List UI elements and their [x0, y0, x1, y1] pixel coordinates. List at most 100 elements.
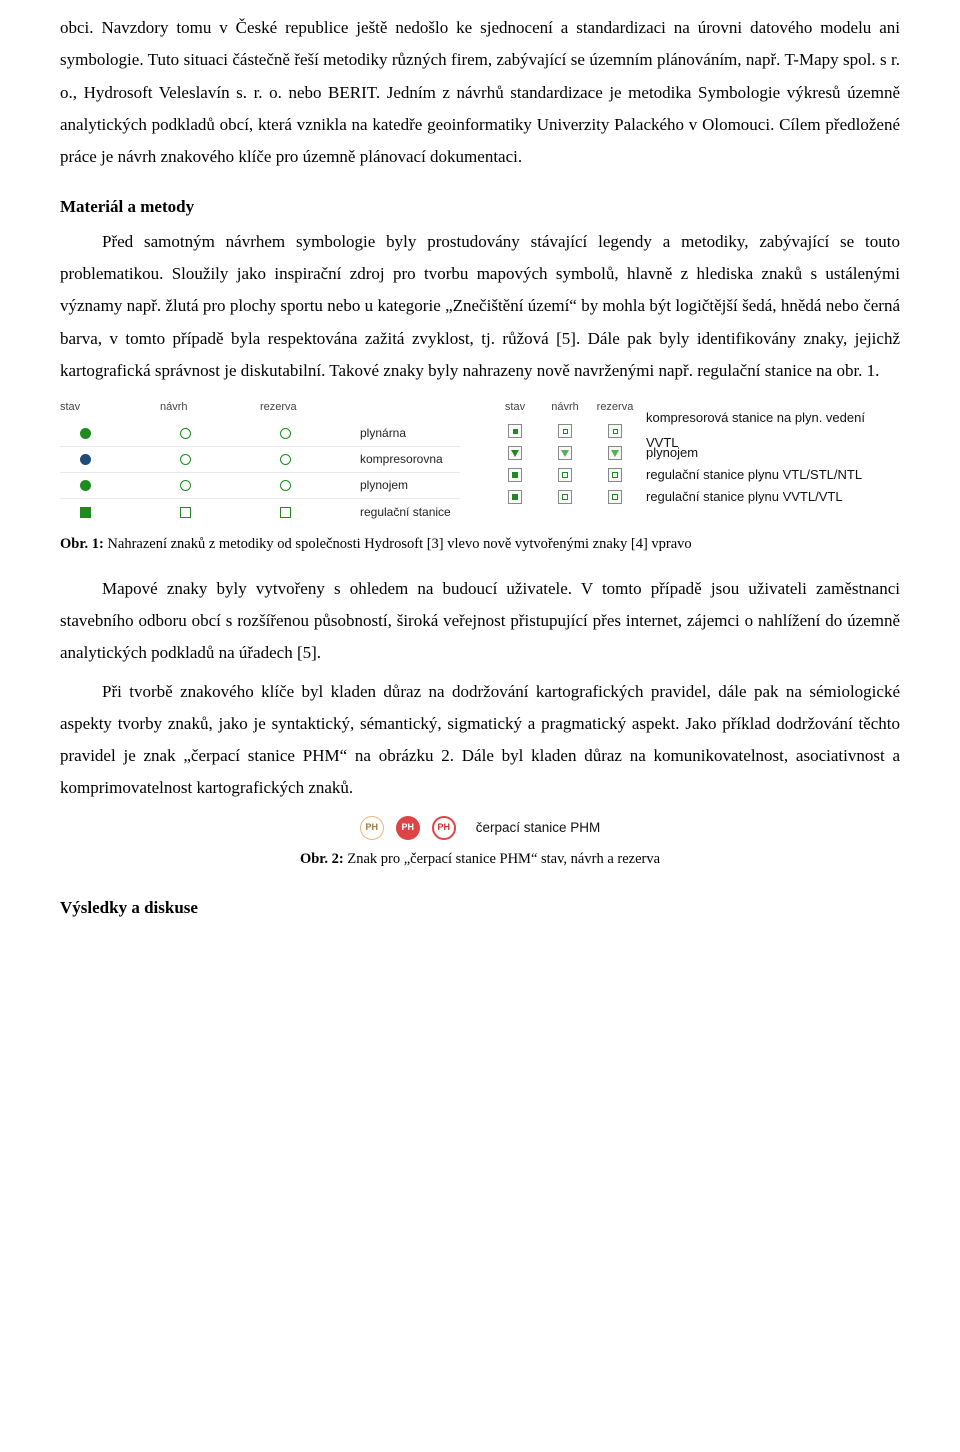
square-fill-icon: [80, 507, 91, 518]
fig1-right-header: rezerva: [590, 397, 640, 420]
sq-g-pale-icon: [612, 472, 618, 478]
fig1-left-symbol-cell: [60, 454, 160, 465]
legend-box-icon: [608, 446, 622, 460]
paragraph-intro: obci. Navzdory tomu v České republice je…: [60, 12, 900, 173]
figure-1: stavnávrhrezerva plynárnakompresorovnapl…: [60, 397, 900, 525]
legend-box-icon: [558, 424, 572, 438]
fig1-left-symbol-cell: [260, 428, 360, 439]
figure-2-caption-text: Znak pro „čerpací stanice PHM“ stav, náv…: [347, 851, 660, 867]
figure-2-label: čerpací stanice PHM: [476, 815, 601, 841]
fig1-right-symbol-cell: [540, 468, 590, 482]
dot-g-open-icon: [563, 429, 568, 434]
legend-box-icon: [608, 468, 622, 482]
circle-open-icon: [180, 428, 191, 439]
dot-g-pale-icon: [613, 429, 618, 434]
fig1-right-row-label: regulační stanice plynu VTL/STL/NTL: [640, 463, 900, 488]
circle-fill-icon: [80, 428, 91, 439]
legend-box-icon: [608, 424, 622, 438]
circle-open-icon: [280, 454, 291, 465]
fig1-left-row: regulační stanice: [60, 499, 460, 525]
dot-g-icon: [513, 429, 518, 434]
fig1-right-symbol-cell: [590, 446, 640, 460]
fig1-left-row-label: plynárna: [360, 422, 460, 445]
fig1-right-symbol-cell: [540, 490, 590, 504]
tri-g-pale-icon: [611, 450, 619, 457]
fig1-left-row: plynojem: [60, 473, 460, 499]
fig1-left-row: plynárna: [60, 421, 460, 447]
fig1-left-header: návrh: [160, 397, 260, 421]
figure-2-caption: Obr. 2: Znak pro „čerpací stanice PHM“ s…: [60, 846, 900, 874]
sq-g-open-icon: [562, 494, 568, 500]
fig1-right-header: stav: [490, 397, 540, 420]
legend-box-icon: [508, 446, 522, 460]
figure-2: PH PH PH čerpací stanice PHM: [60, 815, 900, 841]
fig1-right-symbol-cell: [490, 468, 540, 482]
fig1-right-symbol-cell: [490, 446, 540, 460]
heading-results: Výsledky a diskuse: [60, 892, 900, 924]
fig1-right-row-label: plynojem: [640, 441, 900, 466]
fig1-left-symbol-cell: [160, 454, 260, 465]
fig1-left-symbol-cell: [160, 480, 260, 491]
figure-1-left-table: stavnávrhrezerva plynárna kompresorovna pl…: [60, 397, 460, 525]
circle-open-icon: [280, 480, 291, 491]
legend-box-icon: [508, 424, 522, 438]
circle-open-icon: [180, 480, 191, 491]
fig1-left-row-label: regulační stanice: [360, 501, 460, 524]
square-open-icon: [280, 507, 291, 518]
fig1-left-symbol-cell: [260, 507, 360, 518]
legend-box-icon: [558, 490, 572, 504]
figure-1-caption-prefix: Obr. 1:: [60, 536, 107, 552]
fig1-left-symbol-cell: [260, 454, 360, 465]
fig1-left-header: rezerva: [260, 397, 360, 421]
fig1-left-symbol-cell: [60, 480, 160, 491]
fig1-left-symbol-cell: [260, 480, 360, 491]
paragraph-rules: Při tvorbě znakového klíče byl kladen dů…: [60, 676, 900, 805]
heading-material: Materiál a metody: [60, 191, 900, 223]
fig1-right-symbol-cell: [540, 446, 590, 460]
sq-g-icon: [512, 494, 518, 500]
fig1-right-symbol-cell: [490, 424, 540, 438]
fig1-left-symbol-cell: [160, 428, 260, 439]
figure-1-caption: Obr. 1: Nahrazení znaků z metodiky od sp…: [60, 531, 900, 559]
paragraph-users: Mapové znaky byly vytvořeny s ohledem na…: [60, 573, 900, 670]
fig1-right-symbol-cell: [590, 424, 640, 438]
figure-1-caption-text: Nahrazení znaků z metodiky od společnost…: [107, 536, 691, 552]
fig1-right-row: regulační stanice plynu VVTL/VTL: [490, 486, 900, 508]
legend-box-icon: [508, 490, 522, 504]
fig1-left-row: kompresorovna: [60, 447, 460, 473]
legend-box-icon: [558, 468, 572, 482]
circle-fill-navy-icon: [80, 454, 91, 465]
fig1-right-header: návrh: [540, 397, 590, 420]
fig1-left-header: stav: [60, 397, 160, 421]
circle-open-icon: [280, 428, 291, 439]
fig1-left-row-label: kompresorovna: [360, 448, 460, 471]
sq-g-open-icon: [562, 472, 568, 478]
fig1-left-symbol-cell: [160, 507, 260, 518]
fig1-left-symbol-cell: [60, 428, 160, 439]
fig1-right-row-label: regulační stanice plynu VVTL/VTL: [640, 485, 900, 510]
sq-g-icon: [512, 472, 518, 478]
legend-box-icon: [608, 490, 622, 504]
tri-g-open-icon: [561, 450, 569, 457]
fig1-left-row-label: plynojem: [360, 474, 460, 497]
fig1-right-symbol-cell: [590, 468, 640, 482]
tri-g-icon: [511, 450, 519, 457]
fig1-right-row: kompresorová stanice na plyn. vedení VVT…: [490, 420, 900, 442]
fig1-left-symbol-cell: [60, 507, 160, 518]
square-open-icon: [180, 507, 191, 518]
fig1-right-row: plynojem: [490, 442, 900, 464]
fig1-right-symbol-cell: [490, 490, 540, 504]
figure-1-right-table: stavnávrhrezerva kompresorová stanice na…: [490, 397, 900, 508]
sq-g-pale-icon: [612, 494, 618, 500]
figure-2-caption-prefix: Obr. 2:: [300, 851, 347, 867]
fig1-right-symbol-cell: [540, 424, 590, 438]
legend-box-icon: [508, 468, 522, 482]
phm-badge-draft-icon: PH: [396, 816, 420, 840]
circle-fill-icon: [80, 480, 91, 491]
phm-badge-reserve-icon: PH: [432, 816, 456, 840]
legend-box-icon: [558, 446, 572, 460]
fig1-right-symbol-cell: [590, 490, 640, 504]
phm-badge-state-icon: PH: [360, 816, 384, 840]
paragraph-material: Před samotným návrhem symbologie byly pr…: [60, 226, 900, 387]
fig1-right-row: regulační stanice plynu VTL/STL/NTL: [490, 464, 900, 486]
